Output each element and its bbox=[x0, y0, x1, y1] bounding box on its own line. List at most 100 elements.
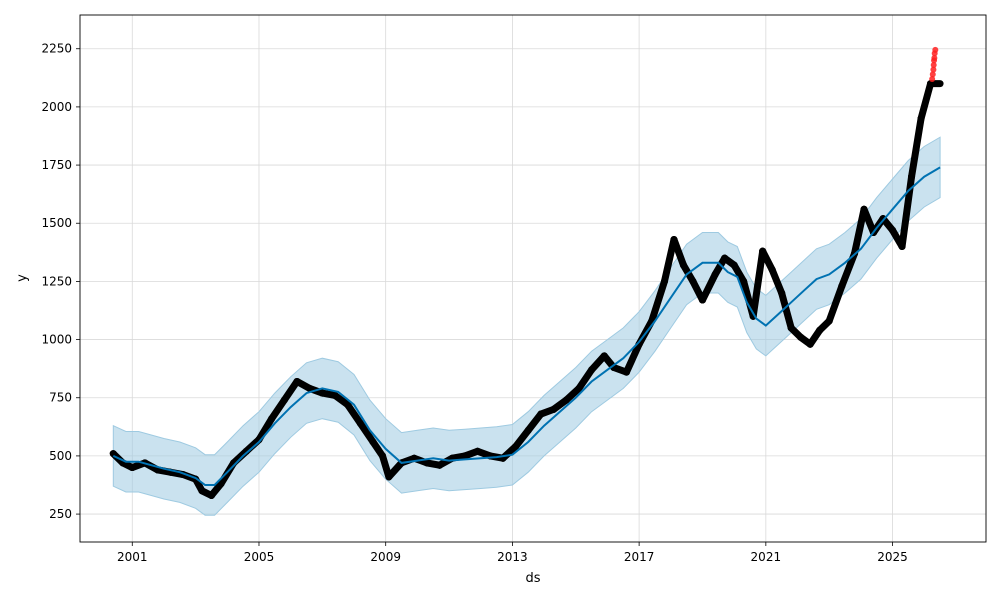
observed-point bbox=[109, 450, 117, 458]
x-axis-title: ds bbox=[525, 571, 540, 586]
observed-point bbox=[711, 270, 719, 278]
y-tick-label: 2000 bbox=[41, 100, 72, 114]
observed-segment bbox=[255, 415, 276, 444]
grid-lines bbox=[80, 15, 986, 542]
observed-point bbox=[385, 473, 393, 481]
x-tick-label: 2005 bbox=[244, 550, 275, 564]
observed-point bbox=[679, 261, 687, 269]
observed-point bbox=[512, 443, 520, 451]
observed-point bbox=[537, 410, 545, 418]
observed-segment bbox=[622, 340, 643, 376]
recent-point bbox=[929, 75, 936, 82]
x-tick-label: 2017 bbox=[624, 550, 655, 564]
observed-point bbox=[198, 487, 206, 495]
observed-point bbox=[217, 480, 225, 488]
observed-point bbox=[474, 447, 482, 455]
observed-point bbox=[816, 326, 824, 334]
observed-point bbox=[600, 352, 608, 360]
x-tick-label: 2025 bbox=[877, 550, 908, 564]
observed-point bbox=[860, 205, 868, 213]
recent-point bbox=[929, 71, 936, 78]
observed-point bbox=[588, 366, 596, 374]
observed-segment bbox=[575, 366, 596, 392]
observed-point bbox=[128, 464, 136, 472]
observed-point bbox=[344, 401, 352, 409]
observed-point bbox=[524, 426, 532, 434]
observed-point bbox=[306, 384, 314, 392]
y-tick-label: 2250 bbox=[41, 42, 72, 56]
observed-point bbox=[660, 277, 668, 285]
observed-point bbox=[575, 384, 583, 392]
observed-point bbox=[825, 317, 833, 325]
observed-segment bbox=[648, 277, 668, 325]
forecast-line-layer bbox=[112, 166, 941, 486]
observed-segment bbox=[280, 377, 301, 404]
observed-point bbox=[778, 289, 786, 297]
observed-point bbox=[423, 459, 431, 467]
observed-point bbox=[379, 452, 387, 460]
y-tick-label: 250 bbox=[49, 507, 72, 521]
observed-segment bbox=[851, 205, 868, 257]
x-tick-label: 2001 bbox=[117, 550, 148, 564]
observed-point bbox=[797, 333, 805, 341]
recent-point bbox=[930, 62, 937, 69]
y-tick-label: 1750 bbox=[41, 158, 72, 172]
y-tick-label: 1250 bbox=[41, 274, 72, 288]
observed-point bbox=[889, 226, 897, 234]
y-tick-label: 500 bbox=[49, 449, 72, 463]
observed-point bbox=[242, 447, 250, 455]
observed-segment bbox=[344, 401, 364, 427]
axes: 2001 2005 2009 2013 2017 2021 2025 250 500 750 100… bbox=[41, 42, 907, 564]
observed-point bbox=[461, 452, 469, 460]
observed-point bbox=[670, 236, 678, 244]
y-axis-title: y bbox=[15, 274, 30, 282]
recent-point bbox=[931, 55, 938, 62]
observed-segment bbox=[268, 396, 288, 423]
recent-point bbox=[930, 66, 937, 73]
observed-point bbox=[698, 296, 706, 304]
y-tick-label: 1000 bbox=[41, 333, 72, 347]
y-tick-label: 1500 bbox=[41, 216, 72, 230]
recent-points-layer bbox=[929, 46, 939, 82]
observed-segment bbox=[908, 115, 925, 181]
x-tick-label: 2021 bbox=[751, 550, 782, 564]
observed-segment bbox=[838, 249, 859, 290]
observed-segment bbox=[670, 236, 687, 269]
observed-point bbox=[356, 419, 364, 427]
recent-point bbox=[932, 46, 939, 53]
observed-point bbox=[908, 173, 916, 181]
observed-point bbox=[369, 438, 377, 446]
observed-segment bbox=[825, 282, 846, 325]
observed-point bbox=[689, 277, 697, 285]
observed-point bbox=[331, 391, 339, 399]
observed-point bbox=[759, 247, 767, 255]
observed-point bbox=[768, 266, 776, 274]
observed-point bbox=[740, 277, 748, 285]
observed-segment bbox=[768, 266, 786, 297]
observed-point bbox=[917, 115, 925, 123]
forecast-line bbox=[112, 166, 941, 486]
observed-point bbox=[436, 461, 444, 469]
observed-point bbox=[280, 396, 288, 404]
x-tick-label: 2013 bbox=[497, 550, 528, 564]
observed-segment bbox=[698, 270, 719, 304]
observed-point bbox=[318, 389, 326, 397]
x-tick-label: 2009 bbox=[370, 550, 401, 564]
observed-point bbox=[806, 340, 814, 348]
observed-point bbox=[293, 377, 301, 385]
observed-point bbox=[838, 282, 846, 290]
observed-point bbox=[730, 261, 738, 269]
observed-point bbox=[622, 368, 630, 376]
y-tick-label: 750 bbox=[49, 391, 72, 405]
observed-segment bbox=[356, 419, 377, 446]
observed-point bbox=[550, 405, 558, 413]
observed-segment bbox=[749, 247, 767, 320]
observed-point bbox=[207, 491, 215, 499]
observed-segment bbox=[917, 80, 935, 123]
observed-segment bbox=[778, 289, 795, 332]
observed-point bbox=[562, 396, 570, 404]
observed-point bbox=[898, 243, 906, 251]
observed-point bbox=[268, 415, 276, 423]
observed-point bbox=[721, 254, 729, 262]
